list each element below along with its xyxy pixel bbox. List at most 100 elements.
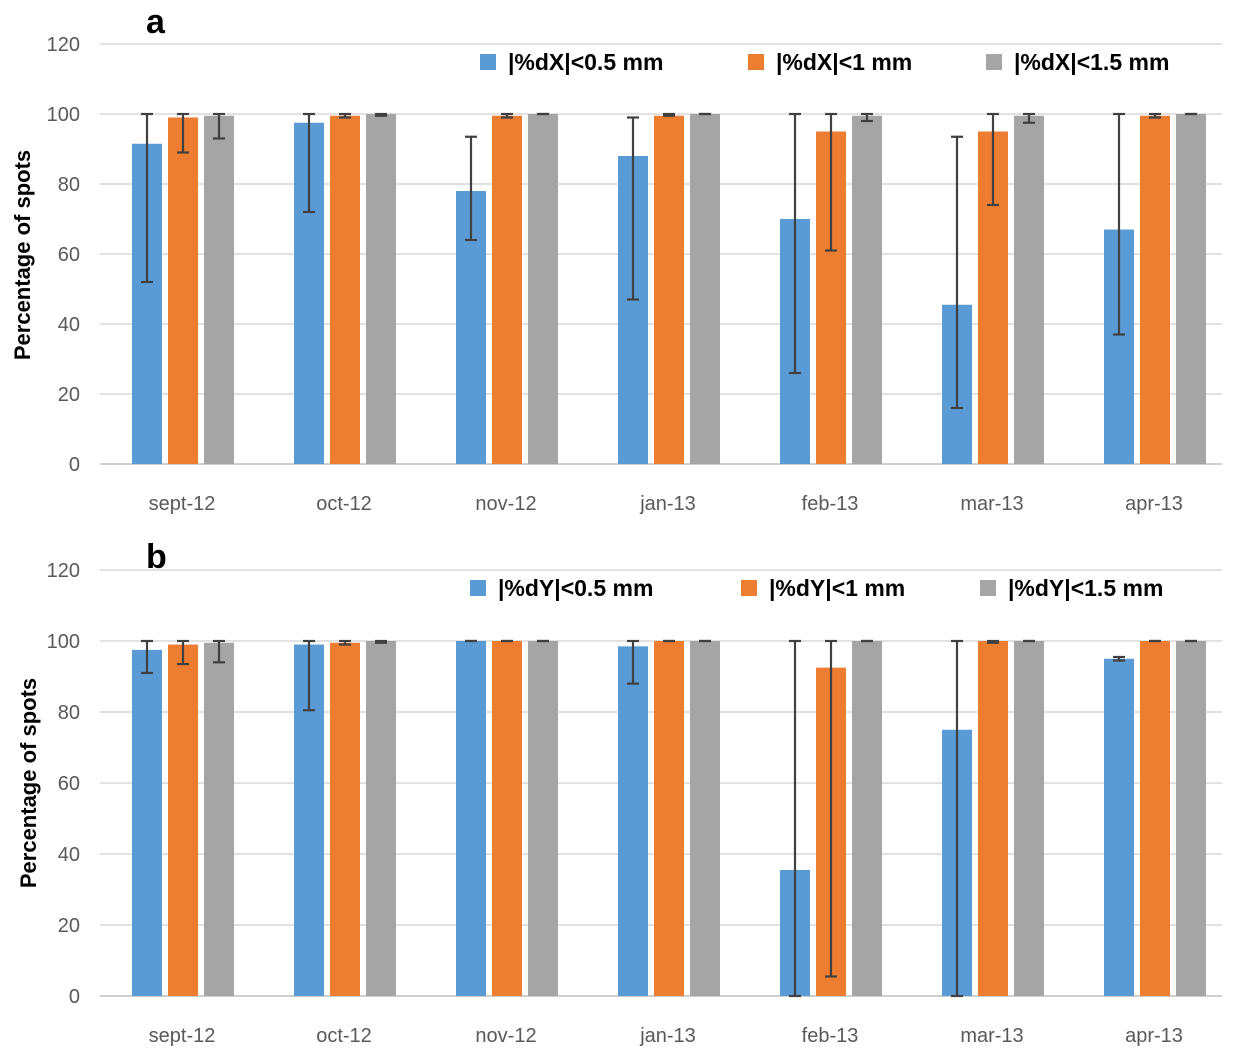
legend-label: |%dY|<1.5 mm <box>1008 575 1163 601</box>
error-bar <box>1023 112 1035 124</box>
bar <box>654 115 684 464</box>
bar <box>690 114 720 464</box>
y-tick-label: 80 <box>58 174 80 196</box>
bar <box>330 115 360 464</box>
legend-label: |%dY|<1 mm <box>769 575 905 601</box>
error-bar <box>213 112 225 140</box>
legend-label: |%dX|<1.5 mm <box>1014 49 1169 75</box>
bar <box>132 649 162 996</box>
bar <box>1176 641 1206 996</box>
error-bar <box>789 112 801 375</box>
legend-swatch <box>480 54 496 70</box>
y-axis-label-a: Percentage of spots <box>10 150 35 360</box>
x-tick-label: feb-13 <box>802 493 859 515</box>
bar <box>1014 115 1044 464</box>
panel-label-b: b <box>146 538 167 576</box>
bar <box>204 115 234 464</box>
bar <box>978 641 1008 996</box>
y-tick-label: 60 <box>58 244 80 266</box>
y-tick-label: 20 <box>58 915 80 937</box>
legend-swatch <box>986 54 1002 70</box>
error-bar <box>375 639 387 644</box>
legend-label: |%dY|<0.5 mm <box>498 575 653 601</box>
y-tick-label: 0 <box>69 454 80 476</box>
legend-label: |%dX|<1 mm <box>776 49 912 75</box>
bar <box>1176 114 1206 464</box>
x-tick-label: feb-13 <box>802 1025 859 1047</box>
error-bar <box>987 639 999 644</box>
bar <box>492 641 522 996</box>
legend-swatch <box>741 580 757 596</box>
x-tick-label: nov-12 <box>475 493 536 515</box>
error-bar <box>213 639 225 664</box>
error-bar <box>339 639 351 646</box>
x-tick-label: apr-13 <box>1125 493 1183 515</box>
y-tick-label: 60 <box>58 773 80 795</box>
error-bar <box>951 135 963 410</box>
chart-panel-a: a Percentage of spots 0 20 40 60 80 100 120 sep… <box>10 3 1222 515</box>
legend-item: |%dY|<1 mm <box>741 575 905 601</box>
bar <box>330 642 360 996</box>
error-bar <box>303 112 315 214</box>
x-tick-label: sept-12 <box>149 493 216 515</box>
error-bar <box>177 112 189 154</box>
bar <box>1014 641 1044 996</box>
legend-item: |%dX|<1 mm <box>748 49 912 75</box>
legend-item: |%dX|<1.5 mm <box>986 49 1169 75</box>
legend-label: |%dX|<0.5 mm <box>508 49 663 75</box>
error-bar <box>465 135 477 242</box>
bar <box>528 114 558 464</box>
bar <box>1140 641 1170 996</box>
bar <box>366 114 396 464</box>
error-bar <box>1113 655 1125 662</box>
error-bar <box>789 639 801 998</box>
bar <box>168 644 198 996</box>
error-bar <box>627 639 639 685</box>
y-axis-label-b: Percentage of spots <box>16 678 41 888</box>
y-tick-label: 0 <box>69 986 80 1008</box>
bar <box>492 115 522 464</box>
bar <box>1140 115 1170 464</box>
error-bar <box>177 639 189 666</box>
legend-swatch <box>980 580 996 596</box>
error-bar <box>861 112 873 123</box>
error-bar <box>951 639 963 998</box>
error-bar <box>825 112 837 252</box>
legend-swatch <box>748 54 764 70</box>
bar <box>366 641 396 996</box>
y-tick-label: 120 <box>47 560 80 582</box>
x-tick-label: mar-13 <box>960 1025 1023 1047</box>
bar <box>456 641 486 996</box>
error-bar <box>501 112 513 119</box>
panel-label-a: a <box>146 3 166 41</box>
x-tick-label: jan-13 <box>639 1025 696 1047</box>
error-bar <box>339 112 351 119</box>
x-tick-label: mar-13 <box>960 493 1023 515</box>
legend-swatch <box>470 580 486 596</box>
y-tick-label: 20 <box>58 384 80 406</box>
y-tick-label: 40 <box>58 844 80 866</box>
bar <box>1104 658 1134 996</box>
error-bar <box>141 639 153 675</box>
y-tick-label: 100 <box>47 104 80 126</box>
bar <box>204 642 234 996</box>
legend-item: |%dY|<1.5 mm <box>980 575 1163 601</box>
y-tick-label: 100 <box>47 631 80 653</box>
x-tick-label: oct-12 <box>316 493 372 515</box>
bar <box>528 641 558 996</box>
bar <box>852 115 882 464</box>
x-tick-label: nov-12 <box>475 1025 536 1047</box>
bar <box>618 646 648 996</box>
bar <box>168 117 198 464</box>
x-tick-label: apr-13 <box>1125 1025 1183 1047</box>
y-tick-label: 40 <box>58 314 80 336</box>
error-bar <box>1149 112 1161 119</box>
x-tick-label: sept-12 <box>149 1025 216 1047</box>
y-tick-label: 120 <box>47 34 80 56</box>
error-bar <box>375 112 387 117</box>
error-bar <box>627 116 639 301</box>
y-tick-label: 80 <box>58 702 80 724</box>
bar <box>654 641 684 996</box>
legend-item: |%dX|<0.5 mm <box>480 49 663 75</box>
error-bar <box>303 639 315 712</box>
